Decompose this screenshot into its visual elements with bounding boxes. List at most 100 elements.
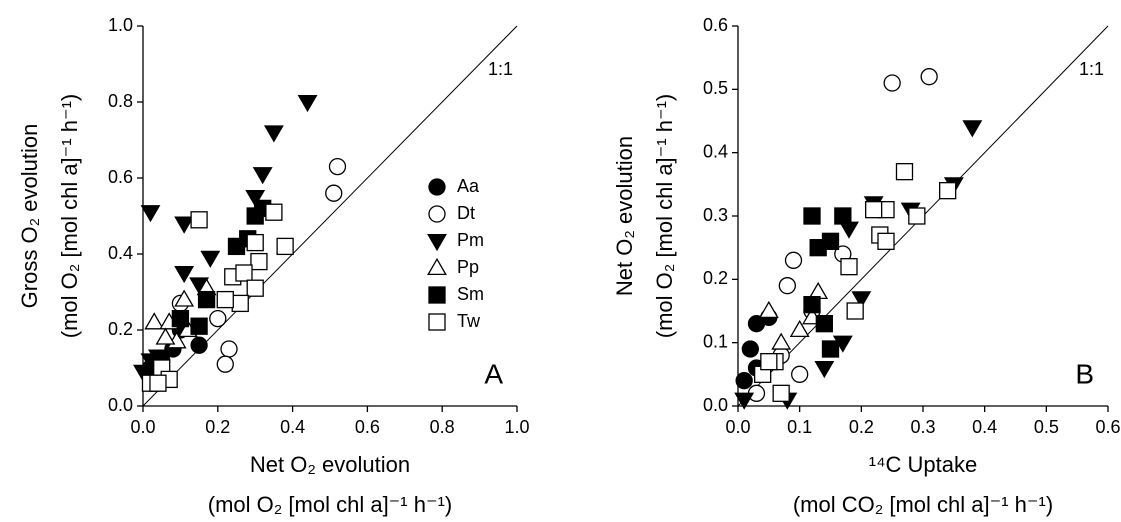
x-axis-title: ¹⁴C Uptake: [869, 452, 978, 477]
data-point: [734, 392, 755, 410]
y-tick-label: 0.6: [703, 15, 728, 35]
legend-marker: [428, 286, 446, 304]
legend-marker: [428, 313, 446, 331]
legend-label: Tw: [457, 311, 481, 331]
data-point: [784, 251, 803, 269]
y-tick-label: 0.6: [108, 167, 133, 187]
data-point: [174, 289, 195, 307]
data-point: [263, 125, 284, 143]
panel-label: A: [484, 358, 503, 389]
x-axis-title: (mol CO₂ [mol chl a]⁻¹ h⁻¹): [793, 492, 1053, 517]
data-point: [741, 340, 759, 358]
y-tick-label: 1.0: [108, 15, 133, 35]
x-axis-title: (mol O₂ [mol chl a]⁻¹ h⁻¹): [208, 492, 452, 517]
panel-label: B: [1075, 358, 1094, 389]
data-point: [735, 372, 753, 390]
y-axis-title: Net O₂ evolution: [612, 136, 637, 296]
data-point: [246, 279, 264, 297]
data-point: [908, 207, 926, 225]
y-axis-title: (mol O₂ [mol chl a]⁻¹ h⁻¹): [57, 94, 82, 338]
data-point: [778, 277, 796, 295]
data-point: [174, 265, 195, 284]
data-point: [216, 290, 234, 309]
y-tick-label: 0.8: [108, 91, 133, 111]
data-point: [846, 302, 864, 320]
data-point: [962, 120, 983, 138]
data-point: [791, 365, 809, 383]
x-tick-label: 0.4: [972, 417, 997, 437]
y-tick-label: 0.1: [703, 331, 728, 351]
data-point: [760, 353, 778, 371]
y-tick-label: 0.2: [703, 268, 728, 288]
data-point: [789, 319, 810, 338]
data-point: [220, 340, 238, 358]
data-point: [865, 201, 883, 219]
data-point: [895, 163, 914, 181]
legend-marker: [428, 178, 446, 196]
data-point: [148, 349, 168, 367]
data-point: [174, 216, 195, 234]
data-point: [190, 211, 208, 229]
data-point: [209, 309, 227, 328]
data-point: [939, 182, 957, 200]
annotation: 1:1: [1079, 59, 1104, 79]
data-point: [834, 207, 852, 225]
x-tick-label: 0.8: [430, 417, 455, 437]
data-point: [803, 207, 821, 225]
y-tick-label: 0.2: [108, 319, 133, 339]
data-point: [840, 258, 858, 276]
data-point: [325, 184, 343, 202]
data-point: [920, 68, 938, 86]
x-tick-label: 0.2: [849, 417, 874, 437]
data-point: [758, 300, 779, 319]
data-point: [772, 384, 790, 402]
data-point: [803, 296, 821, 314]
data-point: [216, 355, 234, 373]
x-tick-label: 0.6: [355, 417, 380, 437]
x-tick-label: 0.2: [205, 417, 230, 437]
y-tick-label: 0.0: [108, 395, 133, 415]
data-point: [877, 232, 895, 250]
data-point: [231, 294, 249, 313]
x-tick-label: 0.1: [787, 417, 812, 437]
data-point: [190, 317, 208, 335]
data-point: [771, 332, 792, 350]
data-point: [809, 239, 827, 257]
data-point: [140, 205, 161, 223]
legend-marker: [427, 233, 447, 252]
legend-label: Pm: [457, 230, 484, 250]
y-tick-label: 0.3: [703, 205, 728, 225]
legend-label: Aa: [457, 176, 480, 196]
y-axis-title: (mol O₂ [mol chl a]⁻¹ h⁻¹): [652, 94, 677, 338]
y-axis-title: Gross O₂ evolution: [17, 124, 42, 309]
data-point: [851, 291, 872, 309]
x-tick-label: 0.6: [1095, 417, 1120, 437]
data-point: [171, 309, 190, 328]
data-point: [328, 157, 347, 176]
y-tick-label: 0.5: [703, 78, 728, 98]
data-point: [276, 237, 294, 256]
data-point: [190, 336, 208, 354]
data-point: [197, 290, 216, 309]
data-point: [246, 233, 264, 252]
x-tick-label: 0.0: [725, 417, 750, 437]
data-point: [883, 74, 901, 92]
data-point: [149, 374, 167, 392]
data-point: [133, 364, 153, 382]
data-point: [814, 360, 835, 379]
y-tick-label: 0.0: [703, 395, 728, 415]
legend-marker: [428, 205, 446, 223]
x-tick-label: 0.3: [910, 417, 935, 437]
x-tick-label: 0.5: [1034, 417, 1059, 437]
data-point: [250, 252, 268, 271]
data-point: [235, 264, 253, 282]
legend-marker: [427, 257, 447, 276]
x-tick-label: 0.4: [280, 417, 305, 437]
data-point: [252, 167, 273, 185]
legend-label: Sm: [457, 284, 484, 304]
data-point: [821, 340, 840, 358]
data-point: [265, 203, 283, 221]
data-point: [815, 315, 833, 333]
data-point: [200, 250, 221, 268]
